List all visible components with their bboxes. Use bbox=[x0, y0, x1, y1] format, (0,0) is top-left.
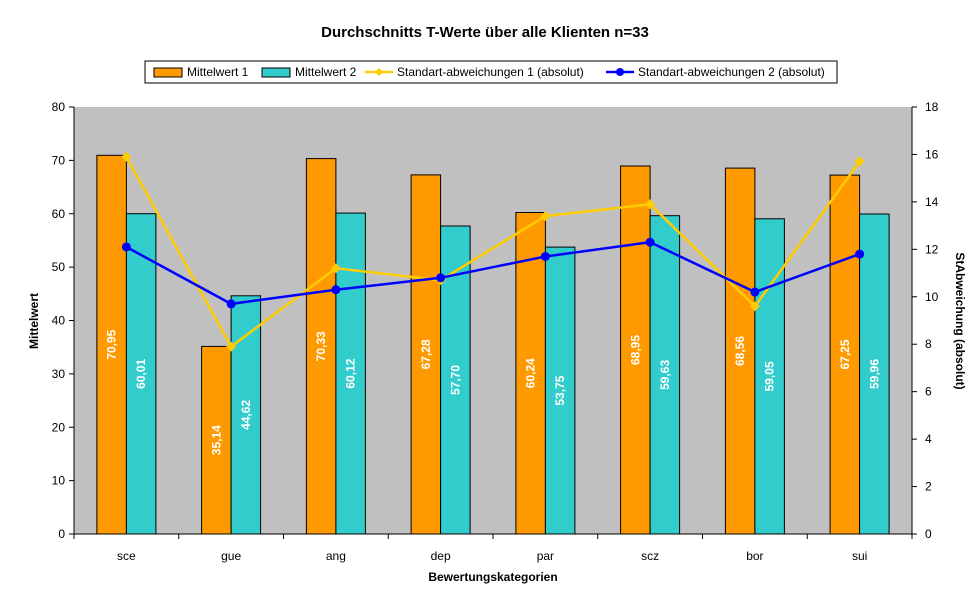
line-2-point-ang bbox=[331, 285, 341, 295]
bar-2-ang bbox=[335, 212, 366, 535]
x-tick-label-sce: sce bbox=[117, 549, 136, 563]
lines-layer bbox=[121, 151, 865, 352]
x-tick-label-scz: scz bbox=[641, 549, 659, 563]
bar-labels-layer: 70,95 60,01 35,14 44,62 70,33 60,12 67,28 57,70… bbox=[105, 329, 882, 455]
x-tick-label-bor: bor bbox=[746, 549, 763, 563]
legend-label-2: Mittelwert 2 bbox=[295, 65, 357, 79]
legend-swatch-1 bbox=[153, 67, 183, 78]
line-1-point-par bbox=[540, 211, 551, 222]
y-axis-title: Mittelwert bbox=[27, 293, 41, 349]
legend-marker-4 bbox=[616, 68, 624, 76]
y2-tick-label-6: 6 bbox=[925, 385, 932, 399]
y2-tick-label-18: 18 bbox=[925, 100, 939, 114]
bars-layer bbox=[96, 154, 890, 535]
legend-swatch-2 bbox=[261, 67, 291, 78]
bar-value-label-2-dep: 57,70 bbox=[448, 365, 462, 395]
y-tick-label-30: 30 bbox=[52, 367, 66, 381]
bar-value-label-1-gue: 35,14 bbox=[209, 425, 223, 455]
bar-value-label-2-gue: 44,62 bbox=[239, 400, 253, 430]
y-tick-label-40: 40 bbox=[52, 314, 66, 328]
chart-title: Durchschnitts T-Werte über alle Klienten… bbox=[321, 24, 649, 41]
legend-label-3: Standart-abweichungen 1 (absolut) bbox=[397, 65, 584, 79]
bar-1-sui bbox=[829, 174, 861, 535]
line-2-point-sce bbox=[121, 242, 131, 252]
bar-2-sui bbox=[859, 213, 890, 535]
y-tick-label-50: 50 bbox=[52, 260, 66, 274]
x-tick-label-dep: dep bbox=[431, 549, 451, 563]
line-2-point-dep bbox=[436, 273, 446, 283]
legend-label-4: Standart-abweichungen 2 (absolut) bbox=[638, 65, 825, 79]
bar-1-bor bbox=[724, 167, 756, 535]
y2-tick-label-2: 2 bbox=[925, 480, 932, 494]
y-tick-label-0: 0 bbox=[58, 527, 65, 541]
line-1-point-ang bbox=[330, 263, 341, 274]
line-2-point-par bbox=[540, 251, 550, 261]
y2-axis-title: StAbweichung (absolut) bbox=[953, 252, 967, 389]
y2-tick-label-12: 12 bbox=[925, 242, 939, 256]
line-2-point-gue bbox=[226, 299, 236, 309]
y2-tick-label-4: 4 bbox=[925, 432, 932, 446]
bar-1-scz bbox=[620, 165, 651, 535]
bar-value-label-2-scz: 59,63 bbox=[658, 360, 672, 390]
bar-value-label-2-bor: 59,05 bbox=[763, 361, 777, 391]
line-1-point-scz bbox=[645, 199, 656, 210]
bar-value-label-1-ang: 70,33 bbox=[314, 331, 328, 361]
bar-value-label-2-sui: 59,96 bbox=[867, 359, 881, 389]
line-1-point-gue bbox=[226, 341, 237, 352]
legend-label-1: Mittelwert 1 bbox=[187, 65, 249, 79]
bar-value-label-2-ang: 60,12 bbox=[344, 358, 358, 388]
y-tick-label-80: 80 bbox=[52, 100, 66, 114]
bar-value-label-1-bor: 68,56 bbox=[733, 336, 747, 366]
line-series-2 bbox=[125, 240, 861, 306]
y-tick-label-20: 20 bbox=[52, 420, 66, 434]
axes-layer: 0 10 20 30 40 50 60 70 80 0 2 4 6 8 10 12 14 16 18 sce gue an… bbox=[52, 100, 939, 563]
bar-2-sce bbox=[125, 213, 157, 535]
bar-1-gue bbox=[201, 345, 232, 535]
y2-tick-label-8: 8 bbox=[925, 337, 932, 351]
y2-tick-label-14: 14 bbox=[925, 195, 939, 209]
line-1-point-bor bbox=[749, 301, 760, 312]
x-axis-title: Bewertungskategorien bbox=[428, 570, 557, 584]
x-tick-label-ang: ang bbox=[326, 549, 346, 563]
y-tick-label-10: 10 bbox=[52, 474, 66, 488]
line-1-point-sui bbox=[854, 156, 865, 167]
bar-2-par bbox=[544, 246, 576, 535]
line-2-point-scz bbox=[645, 237, 655, 247]
legend: Mittelwert 1 Mittelwert 2 Standart-abweich… bbox=[144, 60, 838, 84]
bar-value-label-2-sce: 60,01 bbox=[134, 358, 148, 388]
y2-tick-label-16: 16 bbox=[925, 147, 939, 161]
legend-marker-3 bbox=[375, 68, 383, 76]
bar-1-ang bbox=[305, 158, 337, 535]
y-tick-label-70: 70 bbox=[52, 153, 66, 167]
line-series-1 bbox=[125, 156, 861, 349]
plot-area bbox=[74, 107, 912, 534]
y2-tick-label-0: 0 bbox=[925, 527, 932, 541]
line-2-point-bor bbox=[750, 287, 760, 297]
y-tick-label-60: 60 bbox=[52, 207, 66, 221]
bar-1-dep bbox=[410, 174, 442, 535]
x-tick-label-gue: gue bbox=[221, 549, 241, 563]
bar-2-scz bbox=[649, 215, 681, 535]
line-2-point-sui bbox=[855, 249, 865, 259]
bar-value-label-1-sce: 70,95 bbox=[105, 329, 119, 359]
bar-value-label-1-dep: 67,28 bbox=[419, 339, 433, 369]
x-tick-label-par: par bbox=[537, 549, 554, 563]
bar-value-label-1-par: 60,24 bbox=[524, 358, 538, 388]
line-1-point-sce bbox=[121, 151, 132, 162]
x-tick-label-sui: sui bbox=[852, 549, 867, 563]
bar-value-label-2-par: 53,75 bbox=[553, 375, 567, 405]
bar-value-label-1-sui: 67,25 bbox=[838, 339, 852, 369]
bar-value-label-1-scz: 68,95 bbox=[628, 335, 642, 365]
y2-tick-label-10: 10 bbox=[925, 290, 939, 304]
